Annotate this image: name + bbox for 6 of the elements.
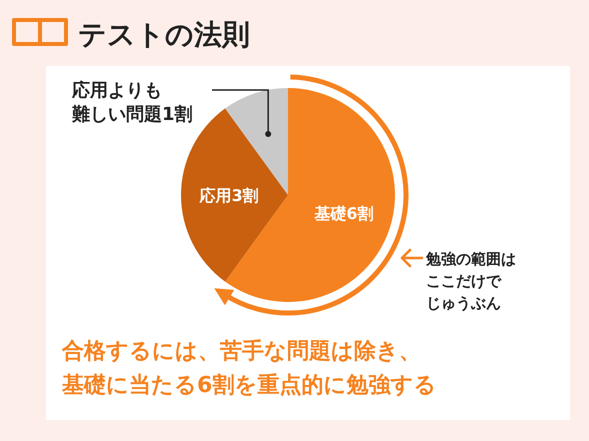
slice-label: 応用3割 bbox=[198, 186, 259, 205]
text: 合格するには、苦手な問題は除き、基礎に当たる6割を重点的に勉強する bbox=[61, 339, 436, 398]
text: 勉強の範囲はここだけでじゅうぶん bbox=[425, 250, 516, 312]
slice-label: 応用よりも難しい問題1割 bbox=[71, 80, 193, 125]
chart-title: テストの法則 bbox=[78, 18, 250, 51]
slice-label: 基礎6割 bbox=[313, 204, 374, 224]
